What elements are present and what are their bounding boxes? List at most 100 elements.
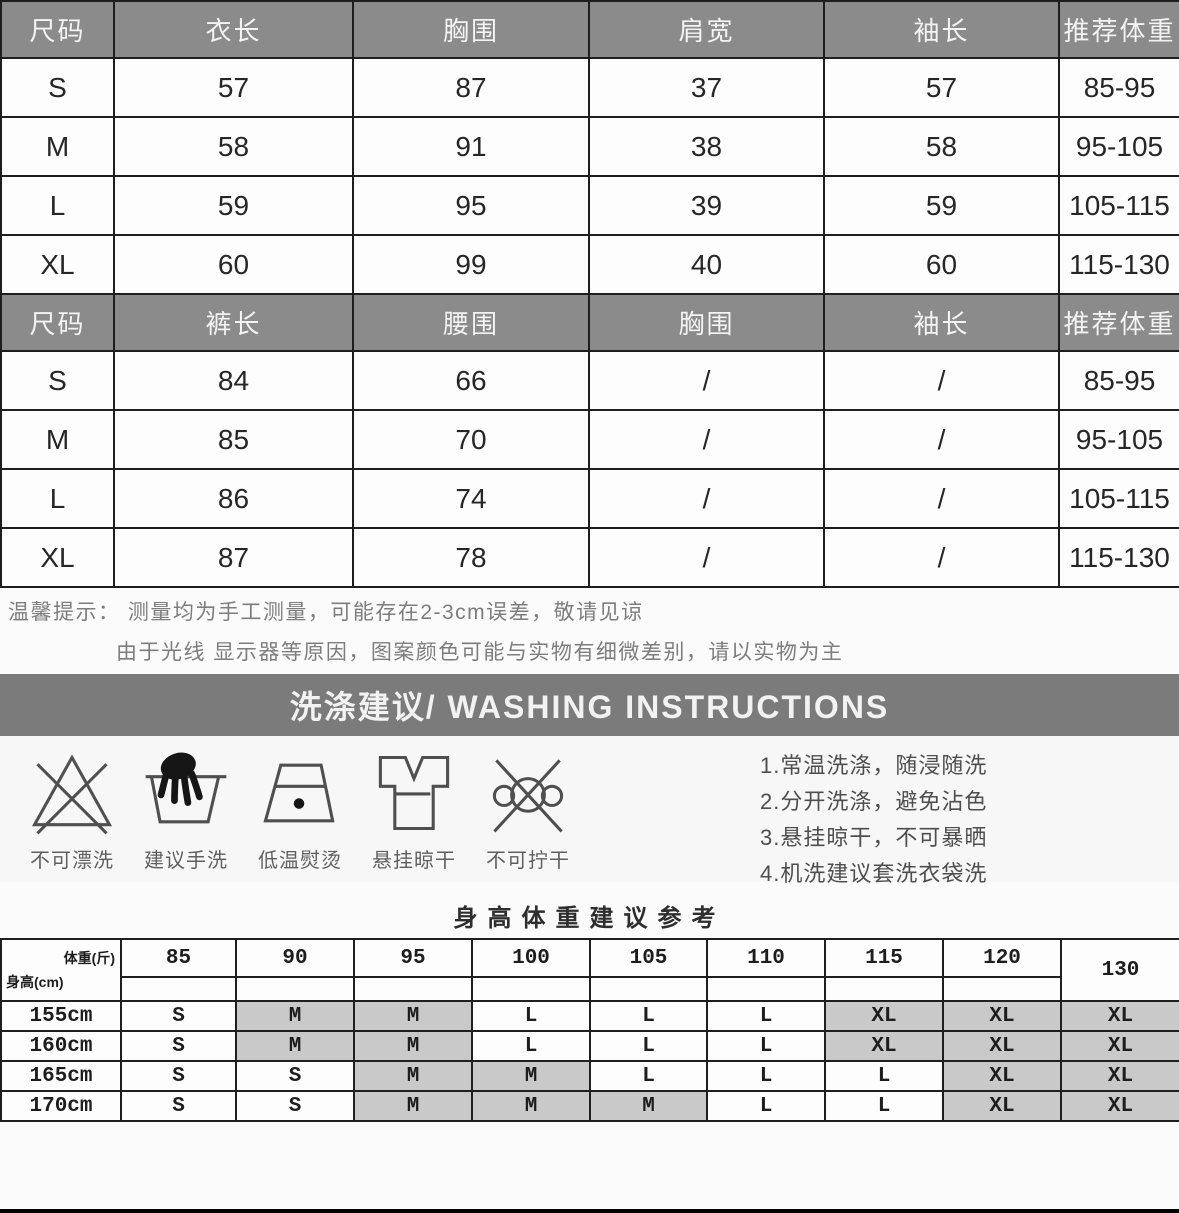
bottoms-cell: 87 [113,527,354,588]
corner-weight-label: 体重(斤) [63,950,115,966]
hw-size-cell: L [706,1090,826,1122]
hw-size-cell: XL [1060,1090,1179,1122]
hw-size-cell: S [235,1060,355,1092]
bottoms-cell: 70 [352,409,590,470]
hw-size-cell: L [706,1000,826,1032]
bottoms-cell: / [823,527,1060,588]
tops-cell: M [0,116,115,177]
hw-size-cell: M [235,1030,355,1062]
tops-row-M: M 58 91 38 58 95-105 [0,116,1179,177]
care-symbol-no-wring: 不可拧干 [472,744,584,882]
washing-tips-list: 1.常温洗涤，随浸随洗 2.分开洗涤，避免沾色 3.悬挂晾干，不可暴晒 4.机洗建议套… [600,736,988,886]
bottoms-cell: 84 [113,350,354,411]
hw-size-cell: S [120,1090,237,1122]
tops-cell: 105-115 [1058,175,1179,236]
bottoms-cell: XL [0,527,115,588]
measurement-notice: 温馨提示： 测量均为手工测量，可能存在2-3cm误差，敬请见谅 由于光线 显示器… [0,588,1179,674]
tops-cell: 115-130 [1058,234,1179,295]
bottoms-header-cell: 胸围 [588,293,825,352]
hang-dry-icon [378,755,450,831]
hw-size-cell: S [120,1000,237,1032]
tops-header-cell: 推荐体重 [1058,0,1179,59]
hw-row-160cm: 160cm S M M L L L XL XL XL [0,1030,1179,1062]
bottoms-cell: 95-105 [1058,409,1179,470]
tops-header-cell: 衣长 [113,0,354,59]
hw-weight-header: 115 [824,938,944,978]
hw-header-subcell [589,976,708,1002]
bottoms-cell: 86 [113,468,354,529]
washing-care-section: 不可漂洗 建议手洗 [0,736,1179,886]
bottoms-cell: / [823,350,1060,411]
hw-size-cell: M [589,1090,708,1122]
hw-size-cell: M [235,1000,355,1032]
tops-cell: 58 [113,116,354,177]
care-symbol-label: 不可漂洗 [30,850,114,872]
hw-weight-header: 130 [1060,938,1179,1002]
hw-size-cell: XL [1060,1030,1179,1062]
hw-size-cell: M [353,1030,473,1062]
bottoms-cell: / [823,409,1060,470]
hw-size-cell: L [589,1030,708,1062]
hw-header-subcell [942,976,1062,1002]
hw-height-cell: 170cm [0,1090,122,1122]
hw-size-cell: L [824,1090,944,1122]
hw-weight-header: 95 [353,938,473,978]
bottoms-header-cell: 腰围 [352,293,590,352]
hw-height-cell: 160cm [0,1030,122,1062]
bottoms-cell: 74 [352,468,590,529]
tops-cell: L [0,175,115,236]
bottoms-header-cell: 尺码 [0,293,115,352]
care-symbol-label: 不可拧干 [486,850,570,872]
hw-size-cell: XL [942,1030,1062,1062]
hw-size-cell: XL [942,1060,1062,1092]
bottoms-cell: 115-130 [1058,527,1179,588]
bottom-strip [0,1209,1179,1213]
bottoms-row-M: M 85 70//95-105 [0,409,1179,470]
tops-cell: 40 [588,234,825,295]
bottoms-row-XL: XL 87 78//115-130 [0,527,1179,588]
hw-row-165cm: 165cm S S M M L L L XL XL [0,1060,1179,1092]
tops-cell: 60 [113,234,354,295]
hw-corner-cell: 体重(斤) 身高(cm) [0,938,122,1002]
hw-header-subcell [353,976,473,1002]
hw-header-row: 体重(斤) 身高(cm) 85 90 95 100 105 110 115 120 130 [0,938,1179,1002]
hw-row-155cm: 155cm S M M L L L XL XL XL [0,1000,1179,1032]
bottoms-header-cell: 推荐体重 [1058,293,1179,352]
bottoms-cell: 78 [352,527,590,588]
bottoms-cell: 85-95 [1058,350,1179,411]
hw-size-cell: M [353,1090,473,1122]
bottoms-cell: 85 [113,409,354,470]
tops-cell: 38 [588,116,825,177]
hw-header-subcell [235,976,355,1002]
tops-cell: S [0,57,115,118]
notice-line-1: 温馨提示： 测量均为手工测量，可能存在2-3cm误差，敬请见谅 [8,601,644,624]
height-weight-table: 体重(斤) 身高(cm) 85 90 95 100 105 110 115 120 130 155cm… [0,938,1179,1122]
tops-cell: 57 [113,57,354,118]
no-bleach-icon [31,754,113,835]
tops-header-row: 尺码 衣长 胸围 肩宽 袖长 推荐体重 [0,0,1179,59]
corner-height-label: 身高(cm) [6,974,64,990]
tops-cell: 39 [588,175,825,236]
hw-size-cell: L [706,1060,826,1092]
hw-size-cell: M [353,1060,473,1092]
washing-tip: 3.悬挂晾干，不可暴晒 [760,825,988,850]
hw-size-cell: S [120,1030,237,1062]
hw-size-cell: S [235,1090,355,1122]
hw-height-cell: 165cm [0,1060,122,1092]
hw-size-cell: S [120,1060,237,1092]
bottoms-cell: / [823,468,1060,529]
tops-cell: XL [0,234,115,295]
hw-size-cell: XL [824,1000,944,1032]
hand-wash-icon [145,752,227,824]
bottoms-cell: L [0,468,115,529]
hw-size-cell: L [706,1030,826,1062]
hw-size-cell: M [353,1000,473,1032]
hw-size-cell: M [471,1060,591,1092]
hw-weight-header: 90 [235,938,355,978]
hw-header-subcell [120,976,237,1002]
notice-line-2: 由于光线 显示器等原因，图案颜色可能与实物有细微差别，请以实物为主 [116,641,844,664]
bottoms-cell: 105-115 [1058,468,1179,529]
hw-header-subrow [1,976,1179,1002]
bottoms-cell: M [0,409,115,470]
care-symbol-no-bleach: 不可漂洗 [16,744,128,882]
